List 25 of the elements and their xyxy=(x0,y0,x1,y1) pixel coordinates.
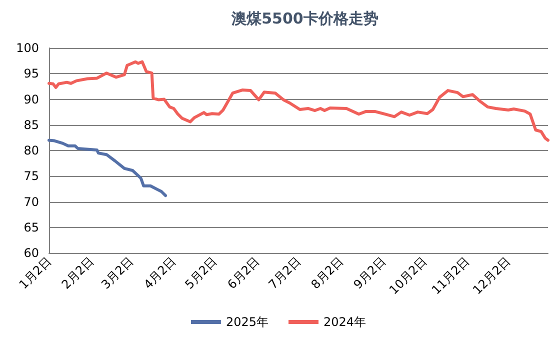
x-tick-label: 9月2日 xyxy=(350,254,388,292)
y-tick-label: 75 xyxy=(24,169,39,184)
y-tick-label: 80 xyxy=(24,144,39,158)
x-tick-label: 5月2日 xyxy=(182,254,220,292)
y-tick-label: 100 xyxy=(16,41,39,55)
x-tick-label: 6月2日 xyxy=(224,254,262,292)
y-tick-label: 70 xyxy=(24,194,39,209)
chart-title: 澳煤5500卡价格走势 xyxy=(230,10,378,28)
y-tick-label: 85 xyxy=(24,118,39,132)
x-tick-label: 3月2日 xyxy=(98,254,136,292)
x-tick-label: 11月2日 xyxy=(429,254,472,298)
x-tick-label: 7月2日 xyxy=(266,254,304,292)
legend-label: 2025年 xyxy=(226,315,269,329)
y-tick-label: 60 xyxy=(24,246,39,260)
legend-label: 2024年 xyxy=(324,315,366,329)
x-tick-label: 10月2日 xyxy=(386,254,430,298)
line-series xyxy=(48,138,168,198)
y-tick-label: 90 xyxy=(24,92,39,106)
x-tick-label: 4月2日 xyxy=(141,254,179,292)
x-tick-label: 2月2日 xyxy=(58,254,96,292)
x-tick-label: 8月2日 xyxy=(308,254,346,292)
y-tick-label: 95 xyxy=(24,66,39,81)
line-series xyxy=(48,60,550,142)
y-tick-label: 65 xyxy=(24,220,39,234)
x-tick-label: 12月2日 xyxy=(470,254,514,298)
